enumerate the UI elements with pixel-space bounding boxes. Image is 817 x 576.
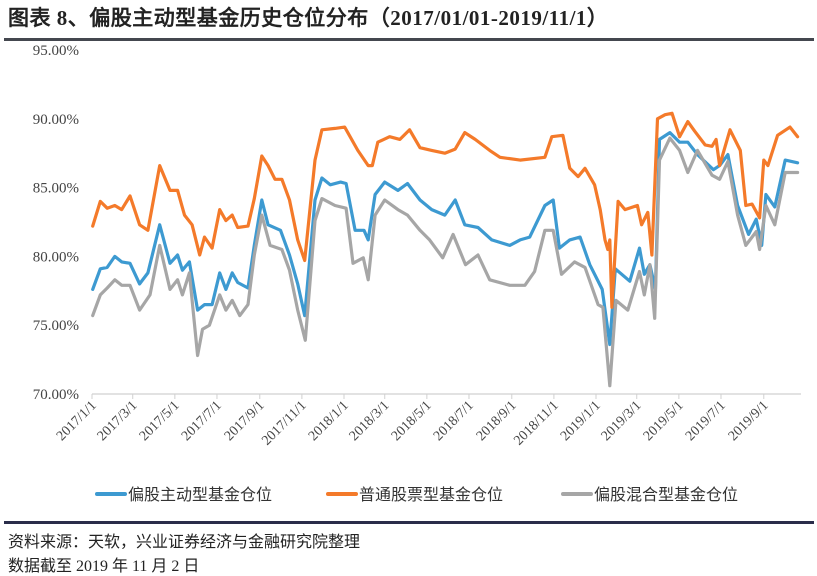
x-tick-label: 2017/7/1 xyxy=(179,398,225,444)
legend-item: 普通股票型基金仓位 xyxy=(326,486,503,504)
x-tick-label: 2017/1/1 xyxy=(54,398,100,444)
y-tick-label: 70.00% xyxy=(33,387,79,403)
line-chart: 70.00% 75.00% 80.00% 85.00% 90.00% 95.00% 201… xyxy=(33,43,801,504)
y-tick-label: 90.00% xyxy=(33,112,79,128)
y-tick-label: 85.00% xyxy=(33,181,79,197)
footer-divider xyxy=(4,521,814,524)
x-tick-label: 2018/5/1 xyxy=(389,398,435,444)
legend-item: 偏股主动型基金仓位 xyxy=(95,486,272,504)
series-line-3 xyxy=(91,136,800,388)
x-tick-label: 2018/11/1 xyxy=(511,398,561,448)
x-tick-label: 2019/3/1 xyxy=(599,398,645,444)
x-tick-label: 2018/1/1 xyxy=(306,398,352,444)
x-tick-label: 2017/11/1 xyxy=(259,398,309,448)
legend-label: 普通股票型基金仓位 xyxy=(359,486,503,504)
legend-item: 偏股混合型基金仓位 xyxy=(561,486,738,504)
data-cutoff-note: 数据截至 2019 年 11 月 2 日 xyxy=(8,558,200,575)
x-tick-label: 2019/5/1 xyxy=(641,398,687,444)
y-tick-label: 75.00% xyxy=(33,318,79,334)
x-tick-label: 2017/5/1 xyxy=(137,398,183,444)
x-tick-label: 2019/1/1 xyxy=(558,398,604,444)
series-lines xyxy=(91,111,800,388)
x-tick-label: 2019/9/1 xyxy=(726,398,772,444)
series-line-2 xyxy=(91,111,800,309)
chart-title: 图表 8、偏股主动型基金历史仓位分布（2017/01/01-2019/11/1） xyxy=(8,6,609,30)
legend-label: 偏股混合型基金仓位 xyxy=(594,486,738,504)
series-line-1 xyxy=(91,131,800,347)
x-tick-label: 2018/3/1 xyxy=(347,398,393,444)
x-tick-label: 2017/3/1 xyxy=(95,398,141,444)
source-text: 资料来源：天软，兴业证券经济与金融研究院整理 xyxy=(8,534,361,551)
title-divider xyxy=(4,38,814,41)
x-axis: 2017/1/12017/3/12017/5/12017/7/12017/9/1… xyxy=(54,393,801,449)
y-axis: 70.00% 75.00% 80.00% 85.00% 90.00% 95.00% xyxy=(33,43,79,403)
y-tick-label: 95.00% xyxy=(33,43,79,59)
legend-label: 偏股主动型基金仓位 xyxy=(128,486,272,504)
x-tick-label: 2019/7/1 xyxy=(683,398,729,444)
y-tick-label: 80.00% xyxy=(33,249,79,265)
x-tick-label: 2018/7/1 xyxy=(431,398,477,444)
legend: 偏股主动型基金仓位 普通股票型基金仓位 偏股混合型基金仓位 xyxy=(95,486,738,504)
